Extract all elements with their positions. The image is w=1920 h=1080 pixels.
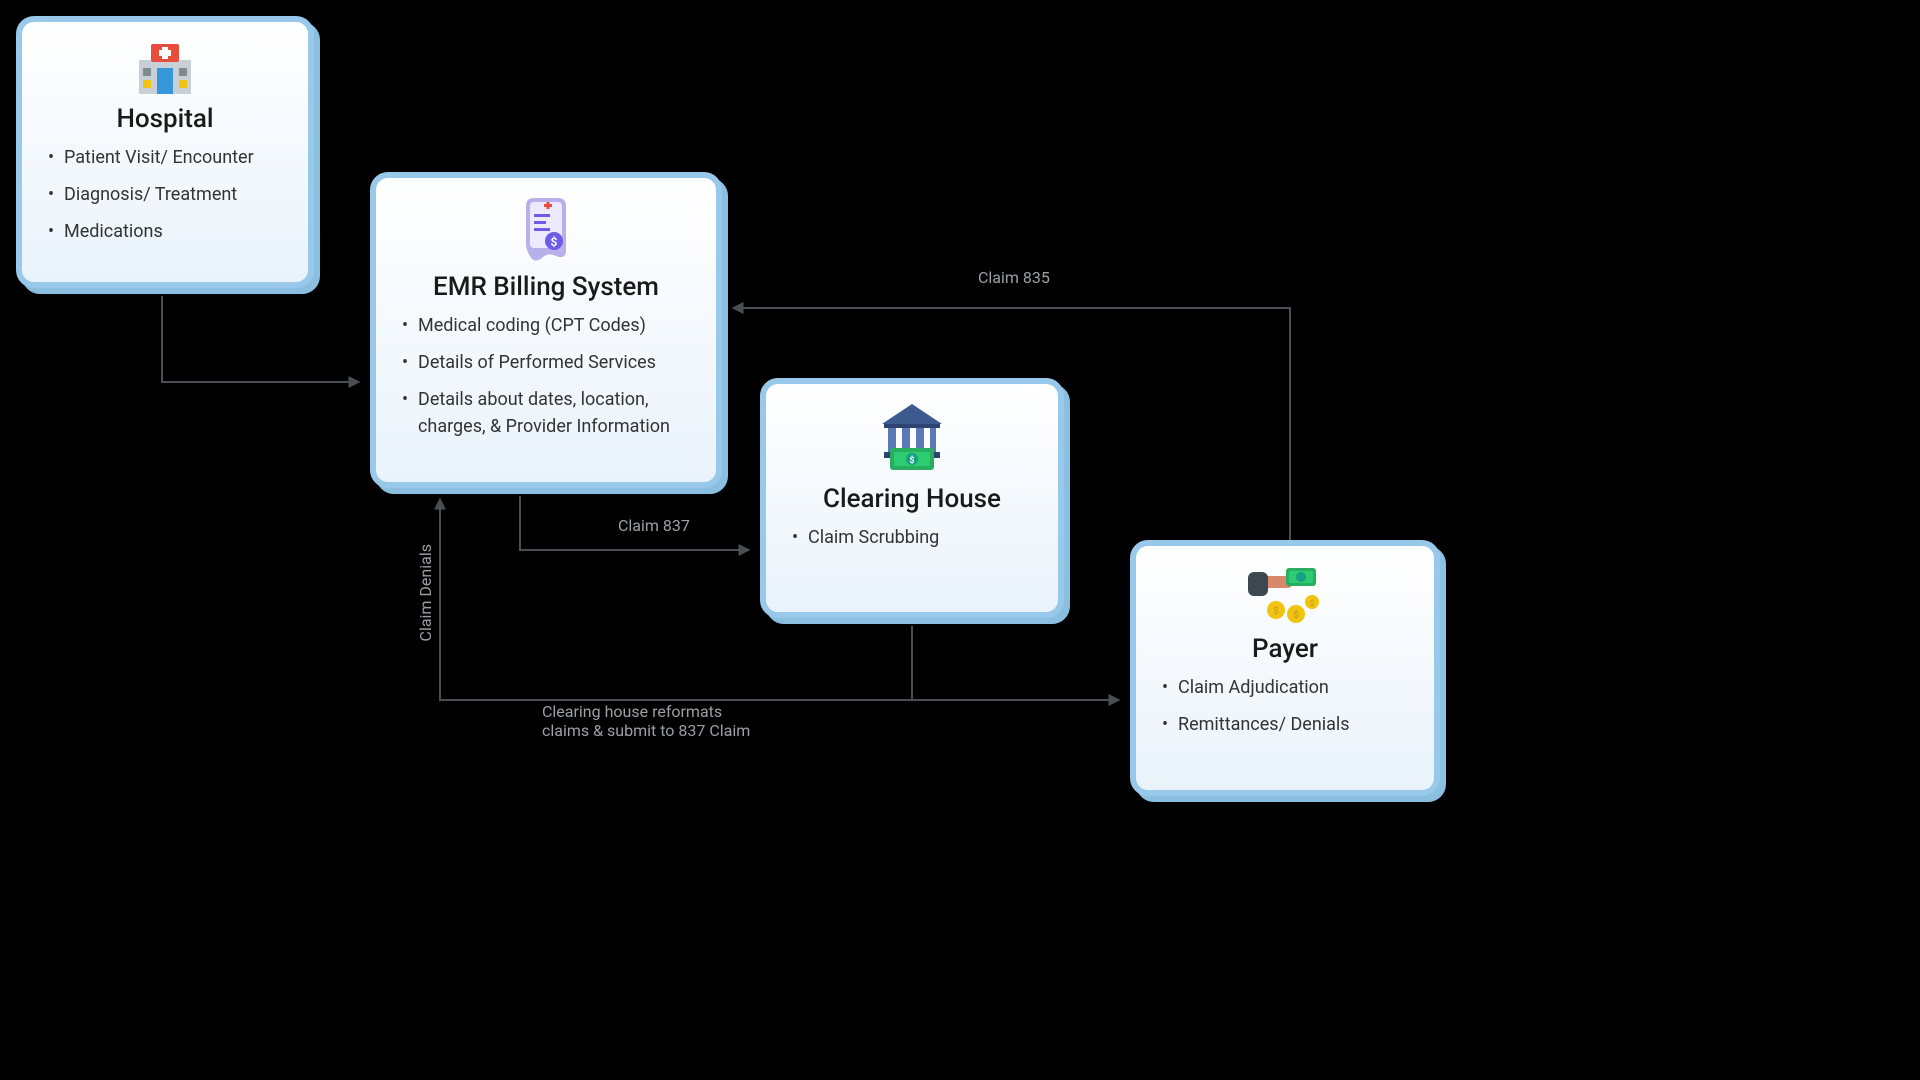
bullet: Remittances/ Denials [1162, 711, 1412, 738]
bullet: Patient Visit/ Encounter [48, 144, 286, 171]
bullet: Medical coding (CPT Codes) [402, 312, 694, 339]
svg-text:$: $ [551, 235, 558, 249]
clearinghouse-icon: $ [788, 400, 1036, 478]
node-emr: $ EMR Billing System Medical coding (CPT… [370, 172, 722, 488]
svg-text:$: $ [909, 455, 914, 466]
edge-e3 [912, 626, 1118, 700]
svg-text:$: $ [1310, 599, 1315, 608]
edge-label-e4: Claim 835 [978, 268, 1050, 287]
edge-label-e5: Claim Denials [416, 544, 435, 641]
node-bullets: Claim Scrubbing [788, 524, 1036, 551]
node-title: Payer [1158, 634, 1412, 664]
edge-label-e2: Claim 837 [618, 516, 690, 535]
node-hospital: Hospital Patient Visit/ Encounter Diagno… [16, 16, 314, 288]
hospital-icon [44, 38, 286, 98]
bullet: Claim Scrubbing [792, 524, 1036, 551]
billing-icon: $ [398, 194, 694, 266]
node-bullets: Claim Adjudication Remittances/ Denials [1158, 674, 1412, 738]
node-payer: $ $ $ Payer Claim Adjudication Remittanc… [1130, 540, 1440, 796]
node-bullets: Patient Visit/ Encounter Diagnosis/ Trea… [44, 144, 286, 245]
svg-text:$: $ [1273, 604, 1279, 617]
diagram-canvas: Hospital Patient Visit/ Encounter Diagno… [0, 0, 1480, 840]
bullet: Diagnosis/ Treatment [48, 181, 286, 208]
bullet: Details of Performed Services [402, 349, 694, 376]
node-title: Clearing House [788, 484, 1036, 514]
node-title: EMR Billing System [398, 272, 694, 302]
bullet: Claim Adjudication [1162, 674, 1412, 701]
svg-text:$: $ [1293, 608, 1299, 621]
bullet: Medications [48, 218, 286, 245]
edge-e1 [162, 296, 358, 382]
node-clearing-house: $ Clearing House Claim Scrubbing [760, 378, 1064, 618]
node-bullets: Medical coding (CPT Codes) Details of Pe… [398, 312, 694, 440]
node-title: Hospital [44, 104, 286, 134]
payer-icon: $ $ $ [1158, 562, 1412, 628]
edge-label-e3: Clearing house reformats claims & submit… [542, 702, 750, 740]
bullet: Details about dates, location, charges, … [402, 386, 694, 440]
